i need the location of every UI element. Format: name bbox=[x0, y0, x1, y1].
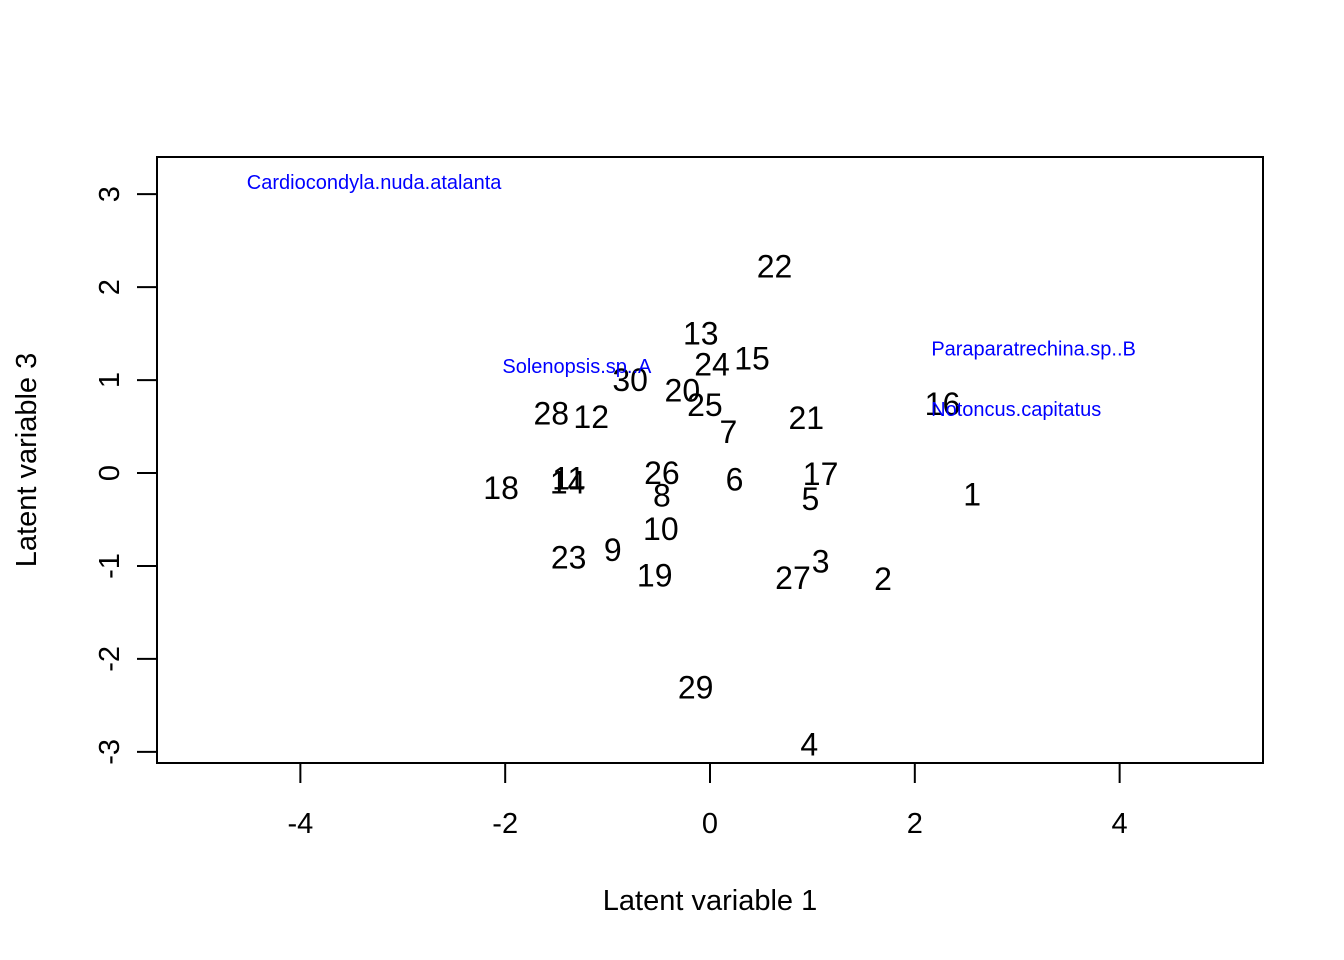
site-label: 16 bbox=[925, 386, 961, 422]
site-label: 1 bbox=[963, 476, 981, 512]
site-label: 30 bbox=[612, 362, 648, 398]
site-label: 10 bbox=[643, 511, 679, 547]
site-label: 19 bbox=[637, 557, 673, 593]
site-label: 17 bbox=[803, 456, 839, 492]
site-label: 18 bbox=[483, 470, 519, 506]
x-tick-label: -4 bbox=[287, 808, 313, 840]
site-label: 5 bbox=[801, 481, 819, 517]
site-label: 20 bbox=[665, 372, 701, 408]
site-label: 3 bbox=[812, 543, 830, 579]
site-label: 27 bbox=[775, 560, 811, 596]
site-label: 26 bbox=[644, 455, 680, 491]
y-tick-label: 0 bbox=[94, 465, 126, 481]
species-label: Solenopsis.sp..A bbox=[502, 356, 652, 378]
site-label: 25 bbox=[687, 387, 723, 423]
y-tick-label: 1 bbox=[94, 372, 126, 388]
species-label: Cardiocondyla.nuda.atalanta bbox=[247, 172, 503, 194]
species-label: Notoncus.capitatus bbox=[931, 399, 1101, 421]
x-axis-title: Latent variable 1 bbox=[603, 885, 817, 917]
site-label: 13 bbox=[683, 316, 719, 352]
site-label: 29 bbox=[678, 670, 714, 706]
plot-frame bbox=[156, 156, 1264, 764]
y-tick-label: -2 bbox=[94, 646, 126, 672]
site-label: 11 bbox=[552, 461, 585, 497]
x-tick-label: 0 bbox=[702, 808, 718, 840]
site-label: 28 bbox=[533, 396, 569, 432]
y-tick-label: 3 bbox=[94, 186, 126, 202]
y-tick-label: -3 bbox=[94, 739, 126, 765]
site-label: 2 bbox=[874, 561, 892, 597]
y-tick-label: -1 bbox=[94, 553, 126, 579]
x-tick-label: 2 bbox=[907, 808, 923, 840]
site-label: 7 bbox=[720, 414, 738, 450]
y-axis-title: Latent variable 3 bbox=[11, 353, 43, 567]
site-label: 23 bbox=[551, 540, 587, 576]
site-label: 4 bbox=[800, 726, 818, 762]
site-label: 12 bbox=[573, 399, 609, 435]
y-tick-label: 2 bbox=[94, 279, 126, 295]
species-label: Paraparatrechina.sp..B bbox=[931, 338, 1136, 360]
site-labels: 1234567891011121314151617181920212223242… bbox=[483, 249, 981, 763]
site-label: 9 bbox=[604, 532, 622, 568]
site-label: 24 bbox=[694, 346, 730, 382]
x-tick-label: 4 bbox=[1112, 808, 1128, 840]
site-label: 6 bbox=[726, 462, 744, 498]
site-label: 22 bbox=[757, 249, 793, 285]
species-labels: Cardiocondyla.nuda.atalanta Solenopsis.sp… bbox=[247, 172, 1136, 421]
site-label: 21 bbox=[788, 400, 824, 436]
site-label: 15 bbox=[734, 341, 770, 377]
x-tick-label: -2 bbox=[492, 808, 518, 840]
site-label: 14 bbox=[550, 464, 586, 500]
site-label: 8 bbox=[653, 477, 671, 513]
